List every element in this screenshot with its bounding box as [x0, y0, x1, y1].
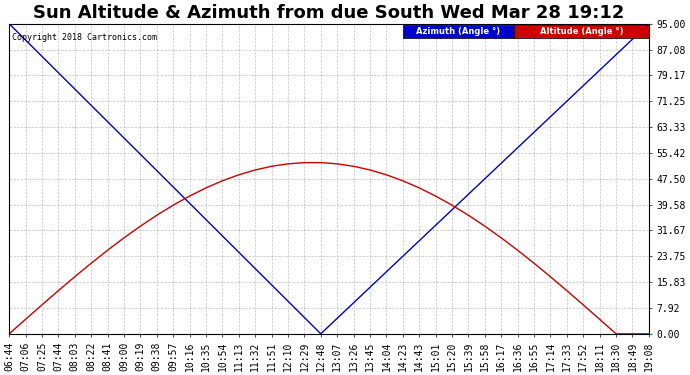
Text: Azimuth (Angle °): Azimuth (Angle °) — [417, 27, 500, 36]
Text: Copyright 2018 Cartronics.com: Copyright 2018 Cartronics.com — [12, 33, 157, 42]
FancyBboxPatch shape — [402, 25, 515, 38]
FancyBboxPatch shape — [515, 25, 649, 38]
Title: Sun Altitude & Azimuth from due South Wed Mar 28 19:12: Sun Altitude & Azimuth from due South We… — [33, 4, 624, 22]
Text: Altitude (Angle °): Altitude (Angle °) — [540, 27, 623, 36]
